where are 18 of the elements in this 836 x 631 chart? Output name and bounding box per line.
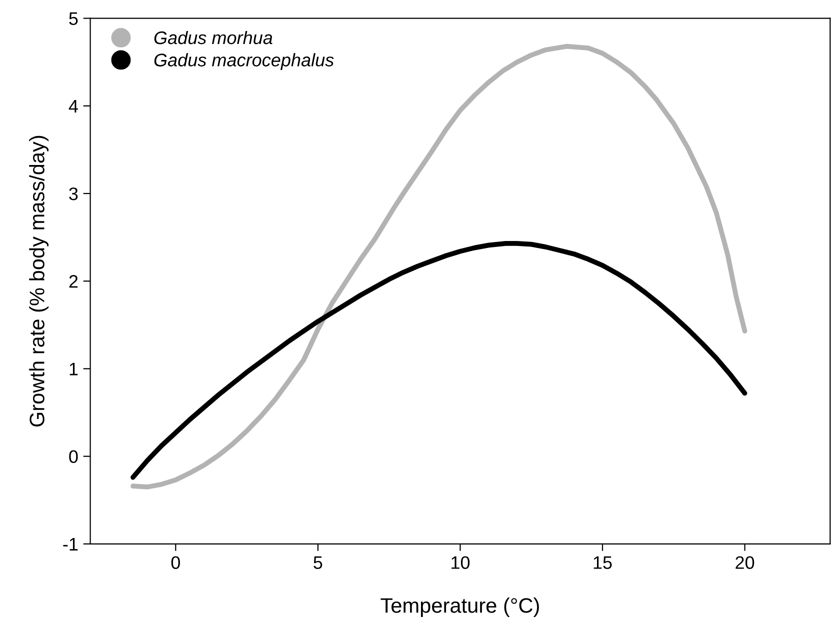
line-series [130,241,748,480]
legend-label: Gadus morhua [154,30,272,44]
x-tick-label: 5 [314,556,322,569]
x-tick-label: 15 [594,556,612,569]
line-series [130,44,748,490]
y-tick-label: 1 [70,362,78,376]
y-axis-title: Growth rate (% body mass/day) [29,136,49,427]
y-tick-label: 0 [69,450,78,464]
y-tick-label: 4 [68,100,78,112]
x-axis-title: Temperature (°C) [380,598,539,617]
y-tick-label: 5 [69,12,78,26]
y-tick-label: -1 [63,538,78,550]
x-tick-label: 10 [452,556,470,569]
x-tick-label: 0 [171,556,180,569]
y-tick-label: 2 [69,275,78,288]
y-tick-label: 3 [69,187,78,200]
legend-label: Gadus macrocephalus [154,53,334,70]
x-tick-label: 20 [736,556,754,569]
